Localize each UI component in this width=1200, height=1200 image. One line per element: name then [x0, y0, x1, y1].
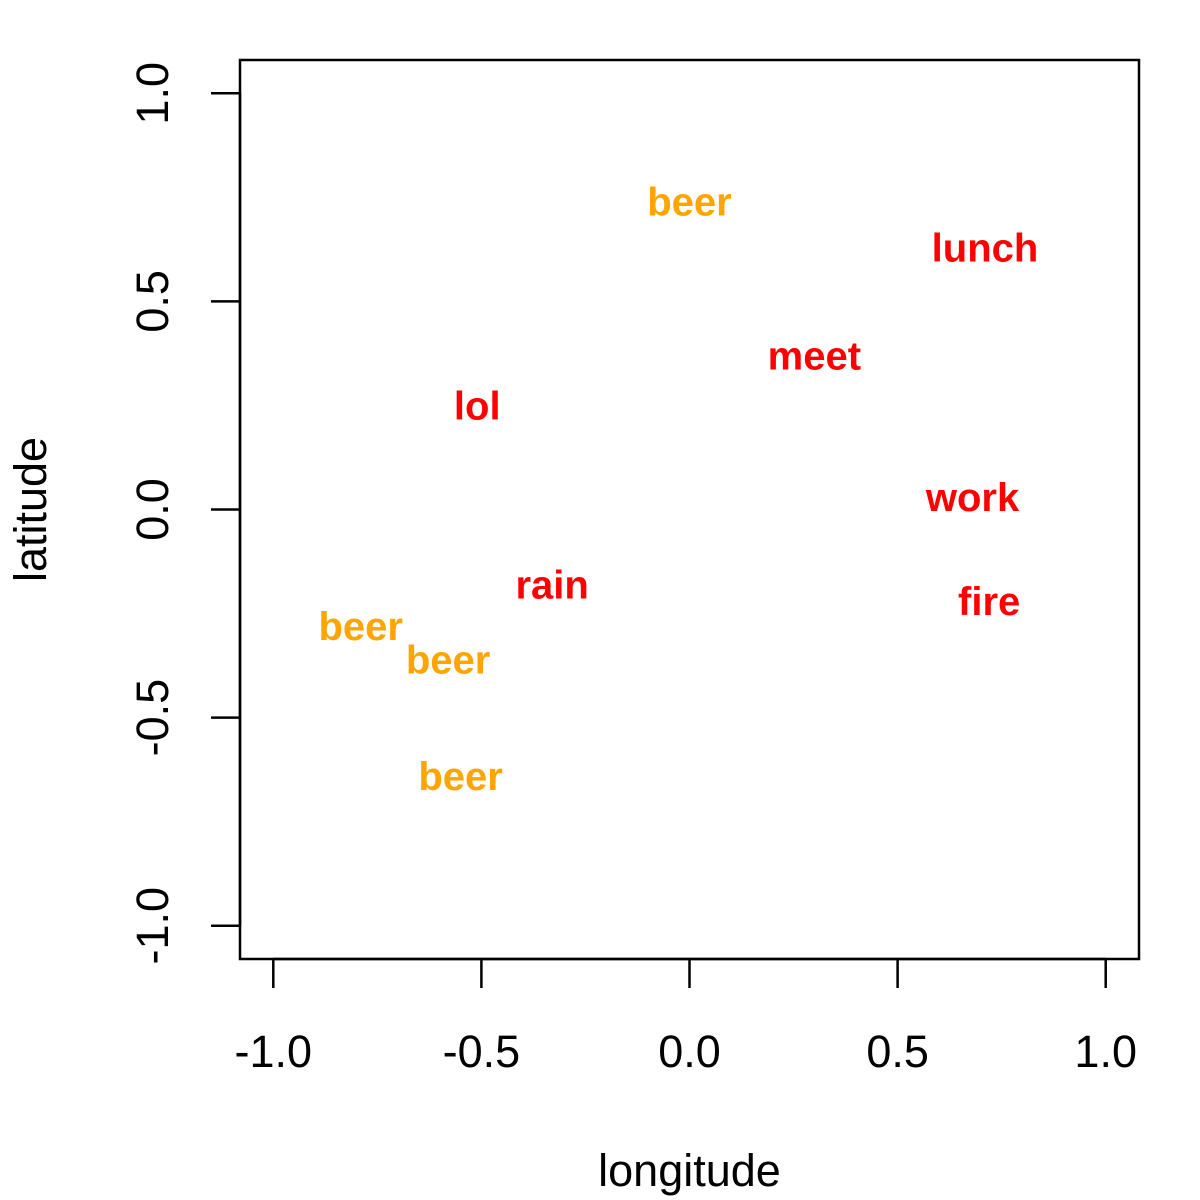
point-label-beer: beer — [318, 605, 403, 649]
point-label-beer: beer — [418, 755, 503, 799]
y-axis-title: latitude — [5, 437, 56, 582]
x-axis: -1.0 -0.5 0.0 0.5 1.0 — [235, 957, 1137, 1077]
x-tick-label: 0.5 — [866, 1026, 929, 1077]
x-axis-title: longitude — [598, 1145, 781, 1196]
point-label-beer: beer — [647, 181, 732, 225]
x-tick-label: -1.0 — [235, 1026, 313, 1077]
y-tick-label: -0.5 — [127, 679, 178, 757]
point-label-fire: fire — [958, 580, 1020, 624]
point-label-beer: beer — [406, 638, 491, 682]
y-tick-label: 1.0 — [127, 62, 178, 125]
x-tick-label: -0.5 — [443, 1026, 521, 1077]
x-tick-label: 0.0 — [658, 1026, 721, 1077]
point-label-rain: rain — [515, 563, 588, 607]
y-axis: -1.0 -0.5 0.0 0.5 1.0 — [127, 62, 242, 965]
point-label-work: work — [925, 476, 1020, 520]
point-label-lunch: lunch — [932, 226, 1039, 270]
point-label-lol: lol — [454, 384, 501, 428]
y-tick-label: 0.0 — [127, 478, 178, 541]
x-tick-label: 1.0 — [1074, 1026, 1137, 1077]
point-label-meet: meet — [768, 335, 861, 379]
y-tick-label: -1.0 — [127, 887, 178, 965]
y-tick-label: 0.5 — [127, 270, 178, 333]
